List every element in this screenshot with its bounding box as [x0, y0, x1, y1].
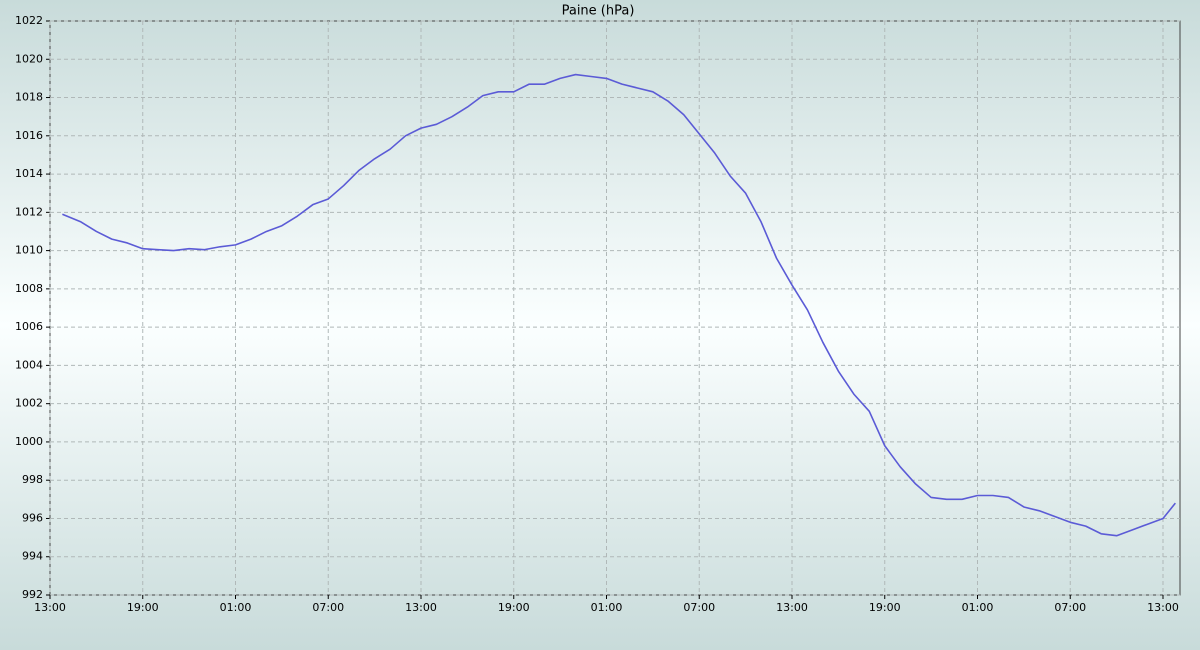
x-tick-label: 13:00 — [34, 601, 66, 614]
y-tick-label: 1016 — [15, 129, 43, 142]
x-tick-label: 01:00 — [591, 601, 623, 614]
x-tick-label: 01:00 — [962, 601, 994, 614]
x-tick-label: 01:00 — [220, 601, 252, 614]
x-tick-label: 07:00 — [683, 601, 715, 614]
y-tick-label: 1008 — [15, 282, 43, 295]
line — [62, 73, 1176, 537]
y-tick-label: 1012 — [15, 205, 43, 218]
x-tick-label: 19:00 — [498, 601, 530, 614]
y-tick-label: 1000 — [15, 435, 43, 448]
x-tick-label: 07:00 — [1054, 601, 1086, 614]
y-tick-label: 1020 — [15, 52, 43, 65]
y-tick-label: 996 — [22, 511, 43, 524]
x-tick-label: 19:00 — [869, 601, 901, 614]
y-tick-label: 1018 — [15, 91, 43, 104]
chart-title: Paine (hPa) — [562, 4, 635, 19]
x-tick-label: 13:00 — [405, 601, 437, 614]
y-tick-label: 992 — [22, 588, 43, 601]
x-tick-label: 19:00 — [127, 601, 159, 614]
y-tick-label: 1006 — [15, 320, 43, 333]
y-tick-label: 1010 — [15, 244, 43, 257]
y-tick-label: 1004 — [15, 358, 43, 371]
x-tick-label: 13:00 — [1147, 601, 1179, 614]
y-tick-label: 1014 — [15, 167, 43, 180]
y-tick-label: 998 — [22, 473, 43, 486]
y-tick-label: 1002 — [15, 397, 43, 410]
y-tick-label: 1022 — [15, 14, 43, 27]
x-tick-label: 13:00 — [776, 601, 808, 614]
x-tick-label: 07:00 — [312, 601, 344, 614]
y-tick-label: 994 — [22, 550, 43, 563]
